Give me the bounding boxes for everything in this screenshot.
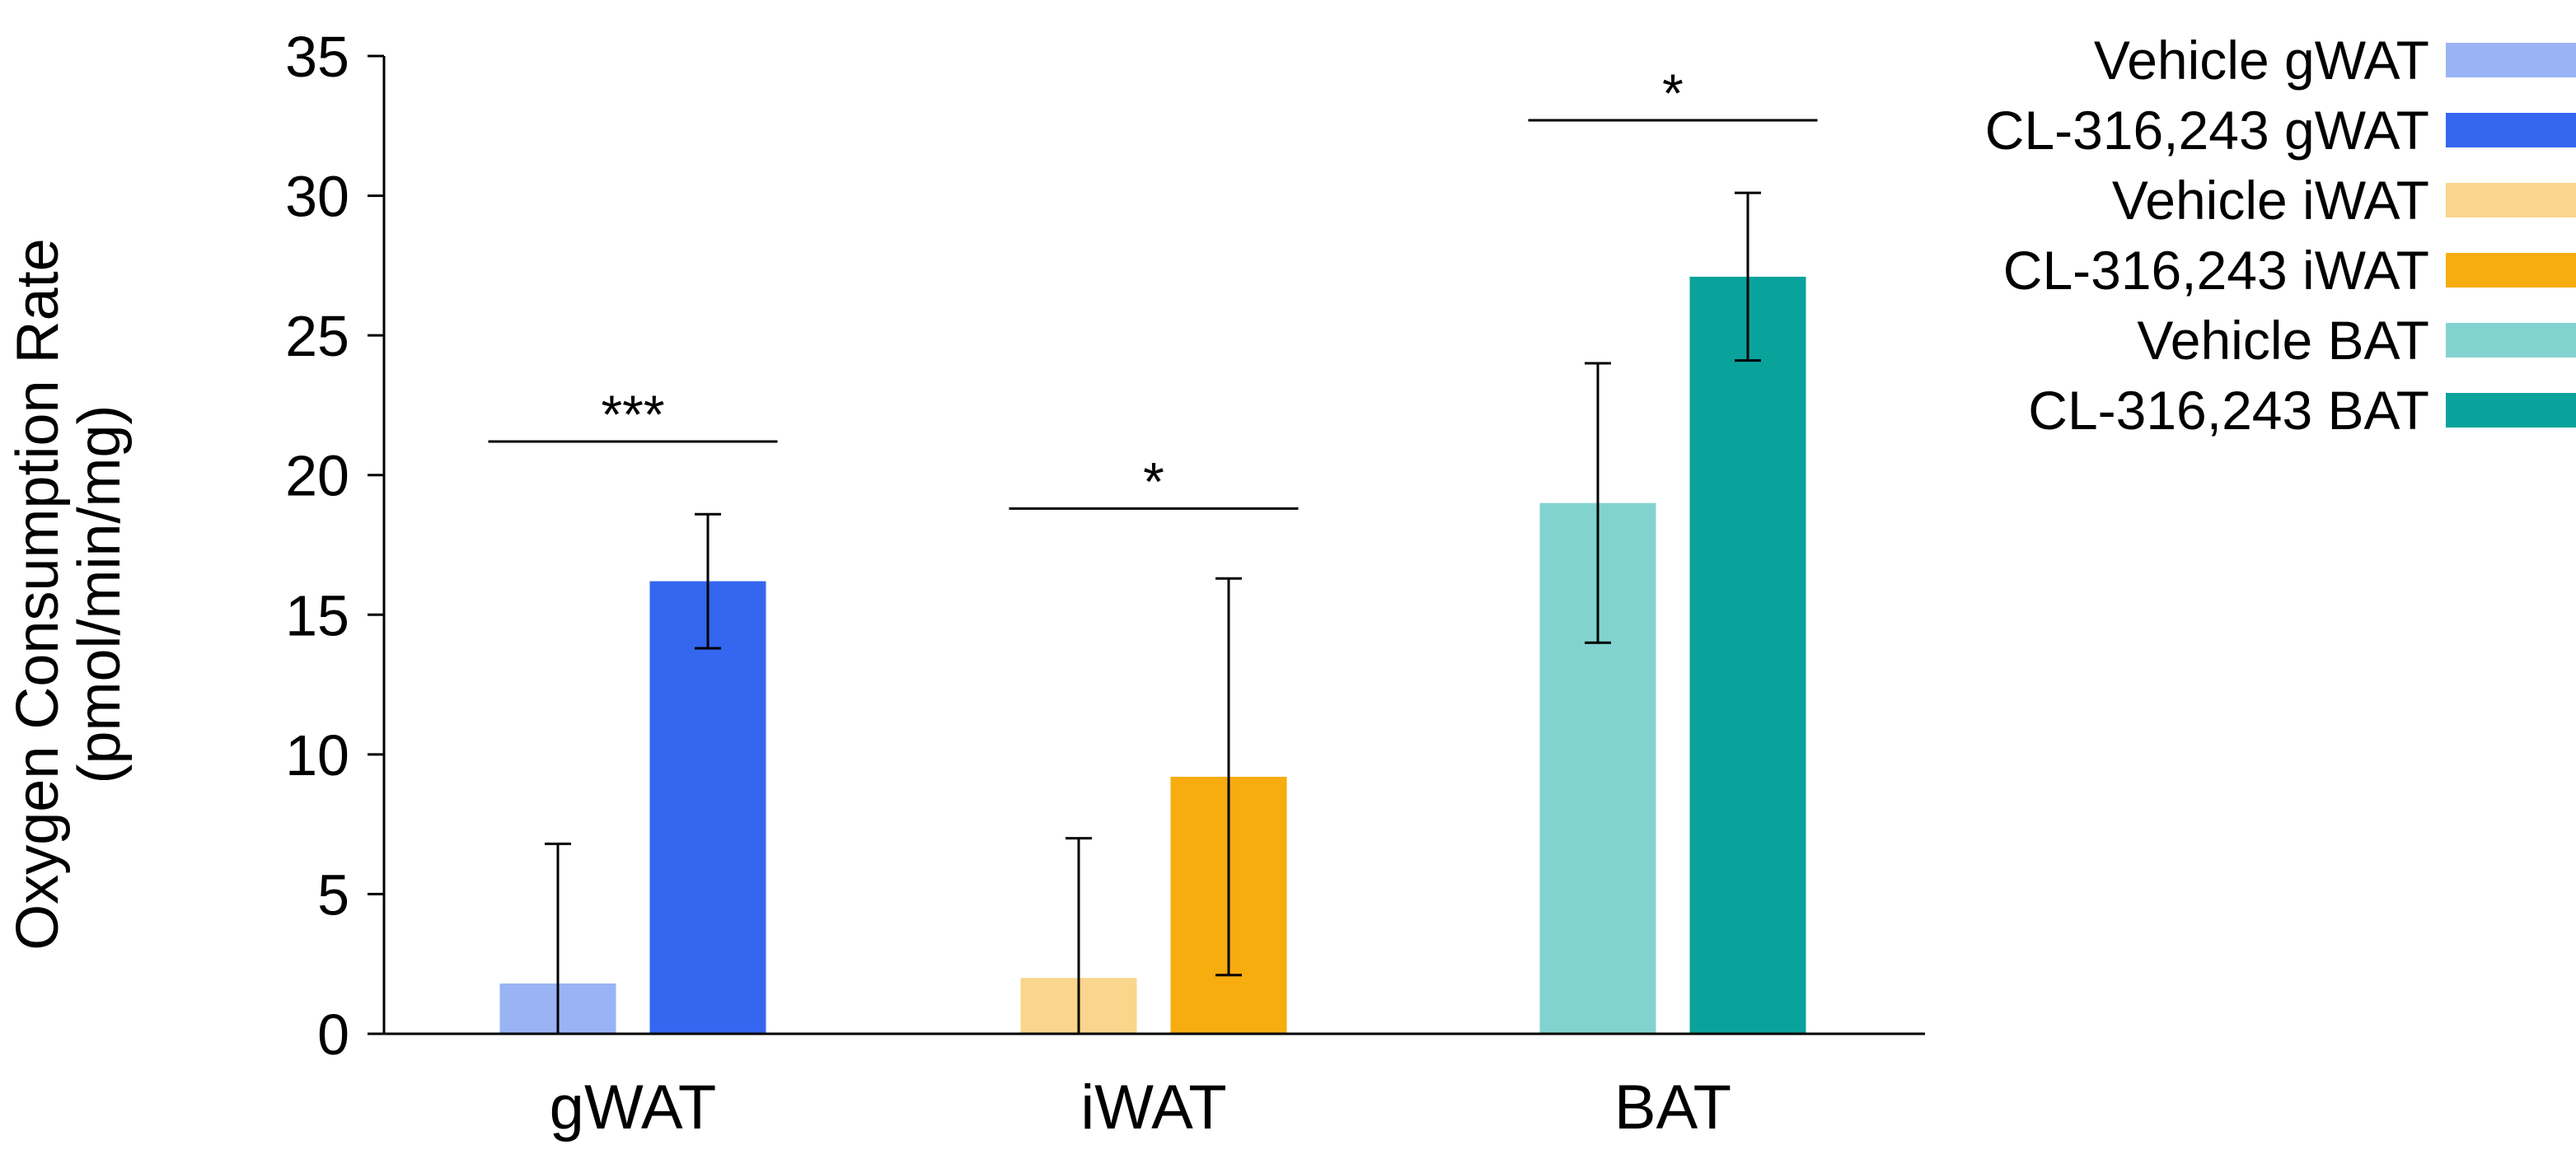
- significance-label: ***: [601, 384, 664, 445]
- significance-label: *: [1143, 451, 1164, 512]
- x-category-label: BAT: [1614, 1073, 1731, 1143]
- legend-label: Vehicle iWAT: [2112, 170, 2429, 231]
- x-category-label: iWAT: [1080, 1073, 1226, 1143]
- bars-group: [499, 276, 1806, 1034]
- y-tick-label: 35: [285, 25, 349, 89]
- y-tick-label: 15: [285, 583, 349, 647]
- error-bars-group: [545, 191, 1761, 1034]
- legend-label: CL-316,243 gWAT: [1985, 100, 2429, 161]
- y-tick-label: 30: [285, 165, 349, 229]
- legend-swatch: [2446, 183, 2576, 217]
- y-tick-label: 25: [285, 304, 349, 368]
- legend-swatch: [2446, 113, 2576, 147]
- significance-group: *****: [488, 63, 1818, 512]
- legend-label: Vehicle BAT: [2137, 310, 2429, 371]
- legend-label: CL-316,243 iWAT: [2003, 240, 2429, 301]
- legend-label: Vehicle gWAT: [2094, 30, 2429, 91]
- legend-swatch: [2446, 323, 2576, 358]
- x-category-label: gWAT: [550, 1073, 717, 1143]
- y-tick-label: 0: [317, 1002, 349, 1067]
- y-ticks-group: 0 5 10 15 20 25 30 35: [285, 25, 384, 1067]
- significance-label: *: [1662, 63, 1684, 124]
- y-tick-label: 5: [317, 862, 349, 927]
- y-axis-title-line-2: (pmol/min/mg): [67, 404, 133, 783]
- legend-swatch: [2446, 43, 2576, 77]
- x-labels-group: gWAT iWAT BAT: [550, 1073, 1731, 1143]
- legend-label: CL-316,243 BAT: [2028, 380, 2429, 441]
- axes-group: [382, 56, 1925, 1035]
- legend-swatch: [2446, 253, 2576, 287]
- y-axis-title-line-1: Oxygen Consumption Rate: [5, 238, 71, 950]
- legend-swatch: [2446, 393, 2576, 428]
- y-tick-label: 20: [285, 444, 349, 508]
- bar: [1689, 276, 1806, 1034]
- bar: [649, 581, 766, 1034]
- y-tick-label: 10: [285, 723, 349, 787]
- legend: Vehicle gWAT CL-316,243 gWAT Vehicle iWAT C…: [1985, 30, 2576, 441]
- y-axis-title-group: Oxygen Consumption Rate (pmol/min/mg): [5, 238, 133, 950]
